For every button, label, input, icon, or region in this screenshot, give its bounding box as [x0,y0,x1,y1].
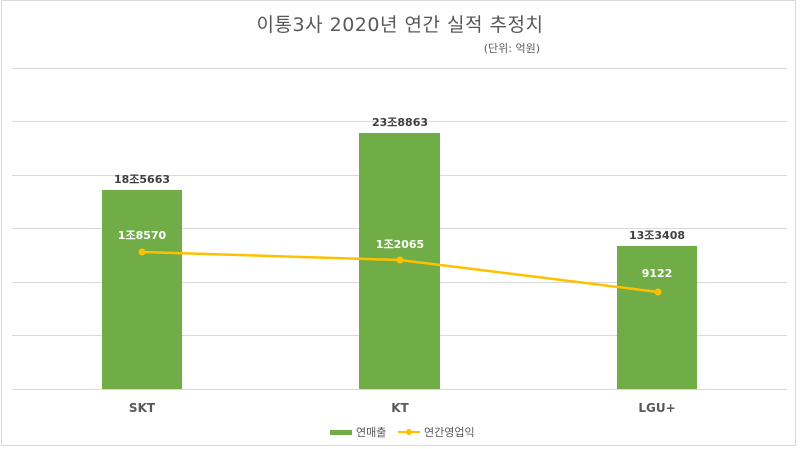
gridline [12,121,787,122]
legend-label-operating-income: 연간영업익 [424,426,475,439]
legend-item-revenue: 연매출 [330,424,386,440]
bar-label-lgu: 13조3408 [628,229,686,242]
legend-label-revenue: 연매출 [356,426,387,439]
unit-label: (단위: 억원) [483,42,540,55]
chart-title: 이통3사 2020년 연간 실적 추정치 [256,14,544,36]
line-label-skt: 1조8570 [117,229,167,242]
line-point-lgu [654,288,662,296]
line-point-skt [138,248,146,256]
x-label-kt: KT [391,401,409,415]
x-axis-baseline [12,389,787,390]
gridline [12,68,787,69]
legend: 연매출 연간영업익 [0,424,800,440]
x-label-skt: SKT [128,401,156,415]
bar-skt-revenue [102,190,182,389]
x-label-lgu: LGU+ [638,401,676,415]
bar-swatch-icon [330,429,352,435]
bar-lgu-revenue [617,246,697,389]
bar-label-kt: 23조8863 [371,116,429,129]
bar-label-skt: 18조5663 [113,173,171,186]
line-swatch-icon [398,429,420,435]
line-label-lgu: 9122 [641,267,673,280]
line-point-kt [396,256,404,264]
line-label-kt: 1조2065 [375,238,425,251]
legend-item-operating-income: 연간영업익 [398,424,475,440]
